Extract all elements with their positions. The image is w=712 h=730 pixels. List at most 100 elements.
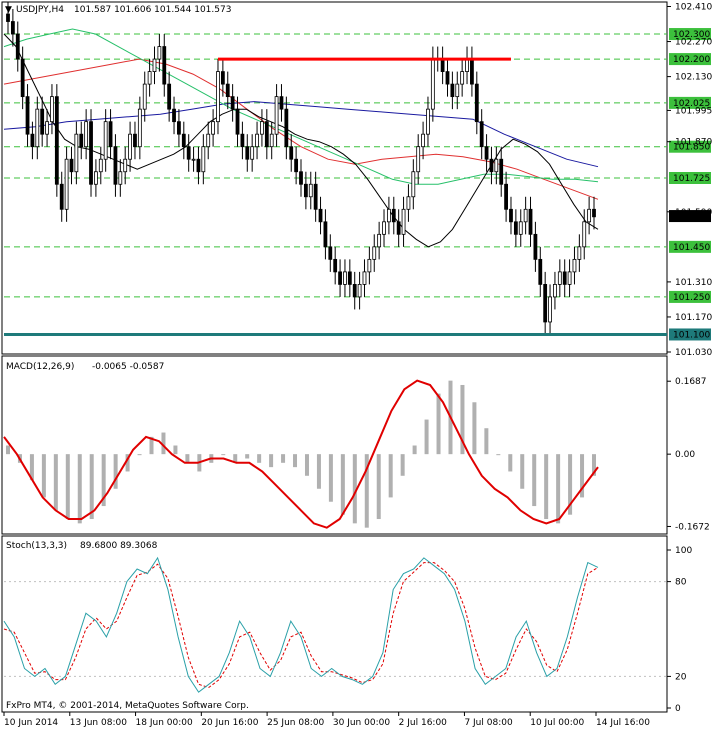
candle-body [308, 183, 313, 198]
y-tick-label: 0 [675, 704, 681, 714]
support-label: 101.100 [673, 330, 710, 340]
candle-body [216, 71, 220, 123]
candle-body [523, 208, 528, 223]
macd-values-readout: -0.0065 -0.0587 [92, 362, 164, 372]
macd-histogram-bar [580, 454, 585, 498]
macd-histogram-bar [257, 454, 262, 463]
sma-fast-line [3, 33, 599, 248]
candle-body [35, 108, 40, 148]
macd-histogram-bar [340, 454, 345, 515]
candle-body [553, 284, 557, 298]
x-tick-label: 7 Jul 08:00 [464, 718, 513, 728]
macd-histogram-bar [161, 432, 166, 455]
macd-histogram-bar [269, 454, 274, 468]
candle-body [533, 233, 538, 260]
candle-body [303, 183, 308, 198]
candle-body [338, 271, 342, 285]
candle-body [50, 96, 54, 123]
candle-body [538, 258, 543, 285]
candle-body [445, 71, 450, 85]
macd-histogram-bar [556, 454, 561, 524]
candle-body [352, 284, 357, 298]
candle-body [25, 96, 30, 135]
triangle-down-icon: ▼ [5, 5, 12, 15]
macd-histogram-bar [532, 454, 537, 507]
candle-body [84, 121, 89, 148]
macd-histogram-bar [520, 454, 525, 489]
candle-body [206, 133, 211, 148]
y-tick-label: 20 [675, 672, 687, 682]
candle-body [577, 246, 582, 260]
candle-body [269, 133, 274, 148]
candle-body [362, 271, 367, 285]
candle-body [103, 121, 108, 160]
candle-body [64, 158, 69, 210]
macd-histogram-bar [125, 454, 130, 472]
stoch-layer: 100 80 20 0 [3, 546, 692, 714]
macd-histogram-bar [508, 454, 513, 472]
candle-body [69, 158, 74, 173]
macd-histogram-bar [328, 454, 333, 502]
candle-body [128, 133, 132, 160]
macd-histogram-bar [233, 454, 238, 463]
level-label: 101.850 [673, 143, 710, 153]
candle-body [299, 171, 303, 185]
candle-body [40, 108, 45, 135]
level-label: 101.725 [673, 174, 710, 184]
candle-body [557, 271, 562, 285]
candle-body [465, 58, 469, 72]
stoch-values-readout: 89.6800 89.3068 [80, 541, 158, 551]
candle-body [133, 133, 137, 148]
macd-histogram-bar [544, 454, 549, 520]
x-axis-ticks: 10 Jun 2014 13 Jun 08:00 18 Jun 00:00 20 Ju… [3, 712, 650, 728]
candle-body [421, 133, 425, 148]
candle-body [137, 108, 142, 148]
x-tick-label: 20 Jun 16:00 [201, 718, 258, 728]
macd-histogram-bar [424, 419, 429, 455]
candle-body [181, 133, 186, 148]
sma-red-line [3, 58, 599, 200]
price-layer: 102.300 102.200 102.025 101.850 101.725 101.4… [3, 1, 712, 358]
candle-body [328, 246, 333, 260]
level-label-bg [669, 96, 711, 109]
candle-body [440, 58, 445, 72]
y-tick-label: 0.00 [675, 450, 695, 460]
price-ohlc-readout: 101.587 101.606 101.544 101.573 [74, 5, 231, 15]
candle-body [59, 183, 64, 210]
macd-histogram-bar [412, 445, 417, 455]
candle-body [54, 96, 59, 185]
y-tick-label: 80 [675, 578, 687, 588]
y-tick-label: 0.1687 [675, 377, 707, 387]
candle-body [186, 146, 191, 160]
candle-body [372, 246, 377, 260]
candle-body [562, 271, 567, 285]
candle-body [479, 121, 484, 148]
macd-histogram-bar [221, 454, 226, 456]
candle-body [15, 33, 20, 60]
candle-body [430, 58, 435, 110]
candle-body [386, 208, 391, 223]
candle-body [191, 158, 196, 161]
candle-body [113, 146, 118, 185]
candle-body [377, 233, 382, 248]
macd-histogram-bar [101, 454, 106, 507]
candle-body [196, 158, 201, 173]
candle-body [220, 71, 225, 85]
y-tick-label: 100 [675, 546, 692, 556]
level-label: 101.450 [673, 243, 710, 253]
candle-body [10, 21, 15, 35]
x-tick-label: 13 Jun 08:00 [70, 718, 127, 728]
macd-histogram-bar [173, 445, 178, 455]
macd-histogram-bar [281, 454, 286, 463]
candle-body [343, 271, 347, 285]
macd-histogram-bar [484, 428, 489, 455]
y-tick-label: 101.870 [675, 138, 712, 148]
current-price-label: 101.573 [673, 212, 710, 222]
stoch-signal-line [3, 562, 599, 689]
candle-body [587, 208, 592, 223]
candle-body [108, 121, 113, 148]
candle-body [518, 221, 523, 235]
candle-body [489, 158, 494, 173]
candle-body [474, 83, 479, 123]
level-label-bg [669, 240, 711, 253]
